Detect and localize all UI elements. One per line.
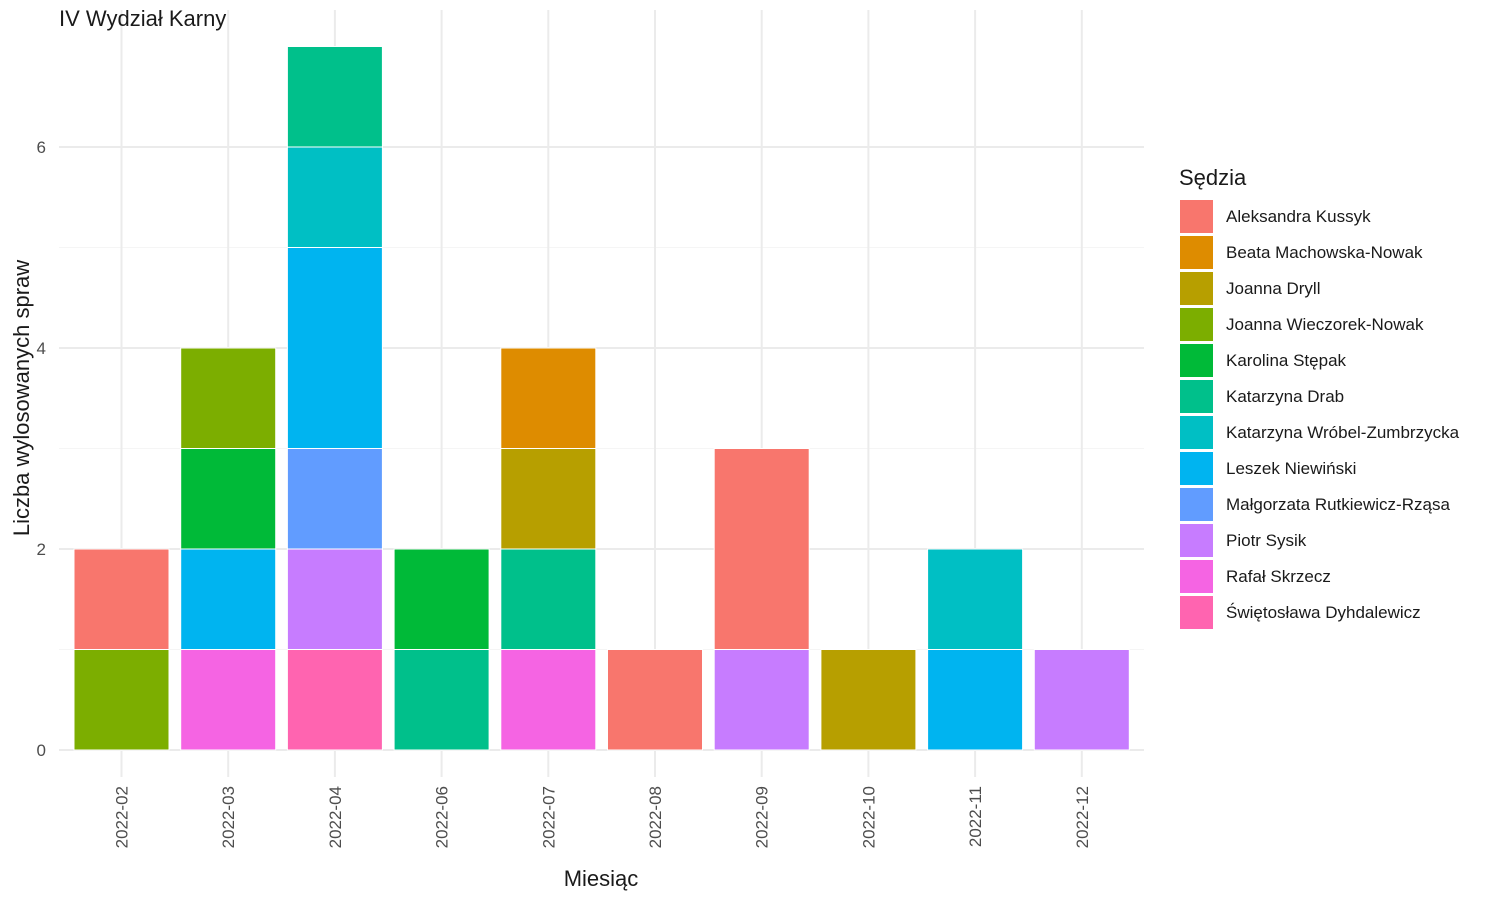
- bar-segment: [607, 649, 703, 751]
- bar-segment: [393, 649, 490, 751]
- legend-label: Katarzyna Drab: [1226, 387, 1344, 406]
- bar-segment: [500, 548, 597, 650]
- x-tick-label: 2022-09: [753, 786, 772, 848]
- bar-segment: [73, 548, 170, 650]
- y-axis-title: Liczba wylosowanych spraw: [9, 260, 34, 536]
- bar-segment: [500, 347, 597, 449]
- bar-segment: [286, 448, 383, 550]
- bar-segment: [286, 146, 383, 248]
- legend-key: [1180, 380, 1213, 413]
- legend-key: [1180, 236, 1213, 269]
- bar-segment: [180, 548, 277, 650]
- legend-key: [1180, 200, 1213, 233]
- bar-segment: [713, 649, 810, 751]
- bar-segment: [286, 247, 383, 449]
- legend-title: Sędzia: [1179, 165, 1247, 190]
- y-tick-label: 0: [37, 741, 46, 760]
- bar-segment: [713, 448, 810, 650]
- bar-segment: [286, 46, 383, 148]
- y-tick-label: 4: [37, 339, 46, 358]
- chart-title: IV Wydział Karny: [59, 6, 226, 31]
- legend-key: [1180, 452, 1213, 485]
- legend-key: [1180, 524, 1213, 557]
- x-tick-label: 2022-08: [646, 786, 665, 848]
- legend-key: [1180, 272, 1213, 305]
- bar-segment: [927, 548, 1024, 650]
- bar-segment: [393, 548, 490, 650]
- legend-key: [1180, 560, 1213, 593]
- legend-label: Świętosława Dyhdalewicz: [1226, 603, 1421, 622]
- bar-segment: [73, 649, 170, 751]
- bar-segment: [500, 448, 597, 550]
- legend-label: Katarzyna Wróbel-Zumbrzycka: [1226, 423, 1460, 442]
- bar-segment: [286, 548, 383, 650]
- bar-segment: [180, 649, 277, 751]
- x-axis-ticks: 2022-02 2022-03 2022-04 2022-06 2022-07 2022-…: [113, 786, 1092, 848]
- x-axis-title: Miesiąc: [564, 866, 639, 891]
- legend-label: Piotr Sysik: [1226, 531, 1307, 550]
- x-tick-label: 2022-10: [859, 786, 878, 848]
- x-tick-label: 2022-04: [326, 786, 345, 848]
- bar-segment: [820, 649, 917, 751]
- bar-segment: [1033, 649, 1130, 751]
- bars: [73, 46, 1130, 751]
- legend-label: Karolina Stępak: [1226, 351, 1347, 370]
- legend-label: Beata Machowska-Nowak: [1226, 243, 1423, 262]
- legend-key: [1180, 596, 1213, 629]
- x-tick-label: 2022-12: [1073, 786, 1092, 848]
- bar-segment: [500, 649, 597, 751]
- legend-label: Aleksandra Kussyk: [1226, 207, 1371, 226]
- legend-label: Joanna Dryll: [1226, 279, 1321, 298]
- x-tick-label: 2022-02: [113, 786, 132, 848]
- legend-label: Joanna Wieczorek-Nowak: [1226, 315, 1424, 334]
- legend-label: Rafał Skrzecz: [1226, 567, 1331, 586]
- x-tick-label: 2022-11: [966, 786, 985, 847]
- bar-segment: [180, 448, 277, 550]
- legend-label: Małgorzata Rutkiewicz-Rząsa: [1226, 495, 1450, 514]
- bar-segment: [286, 649, 383, 751]
- x-tick-label: 2022-03: [219, 786, 238, 848]
- legend-key: [1180, 488, 1213, 521]
- y-tick-label: 6: [37, 138, 46, 157]
- y-axis-ticks: 0 2 4 6: [37, 138, 46, 760]
- x-tick-label: 2022-07: [539, 786, 558, 848]
- legend-label: Leszek Niewiński: [1226, 459, 1356, 478]
- legend: Aleksandra Kussyk Beata Machowska-Nowak Jo…: [1180, 200, 1460, 629]
- bar-segment: [927, 649, 1024, 751]
- legend-key: [1180, 344, 1213, 377]
- x-tick-label: 2022-06: [433, 786, 452, 848]
- legend-key: [1180, 416, 1213, 449]
- legend-key: [1180, 308, 1213, 341]
- y-tick-label: 2: [37, 540, 46, 559]
- bar-segment: [180, 347, 277, 449]
